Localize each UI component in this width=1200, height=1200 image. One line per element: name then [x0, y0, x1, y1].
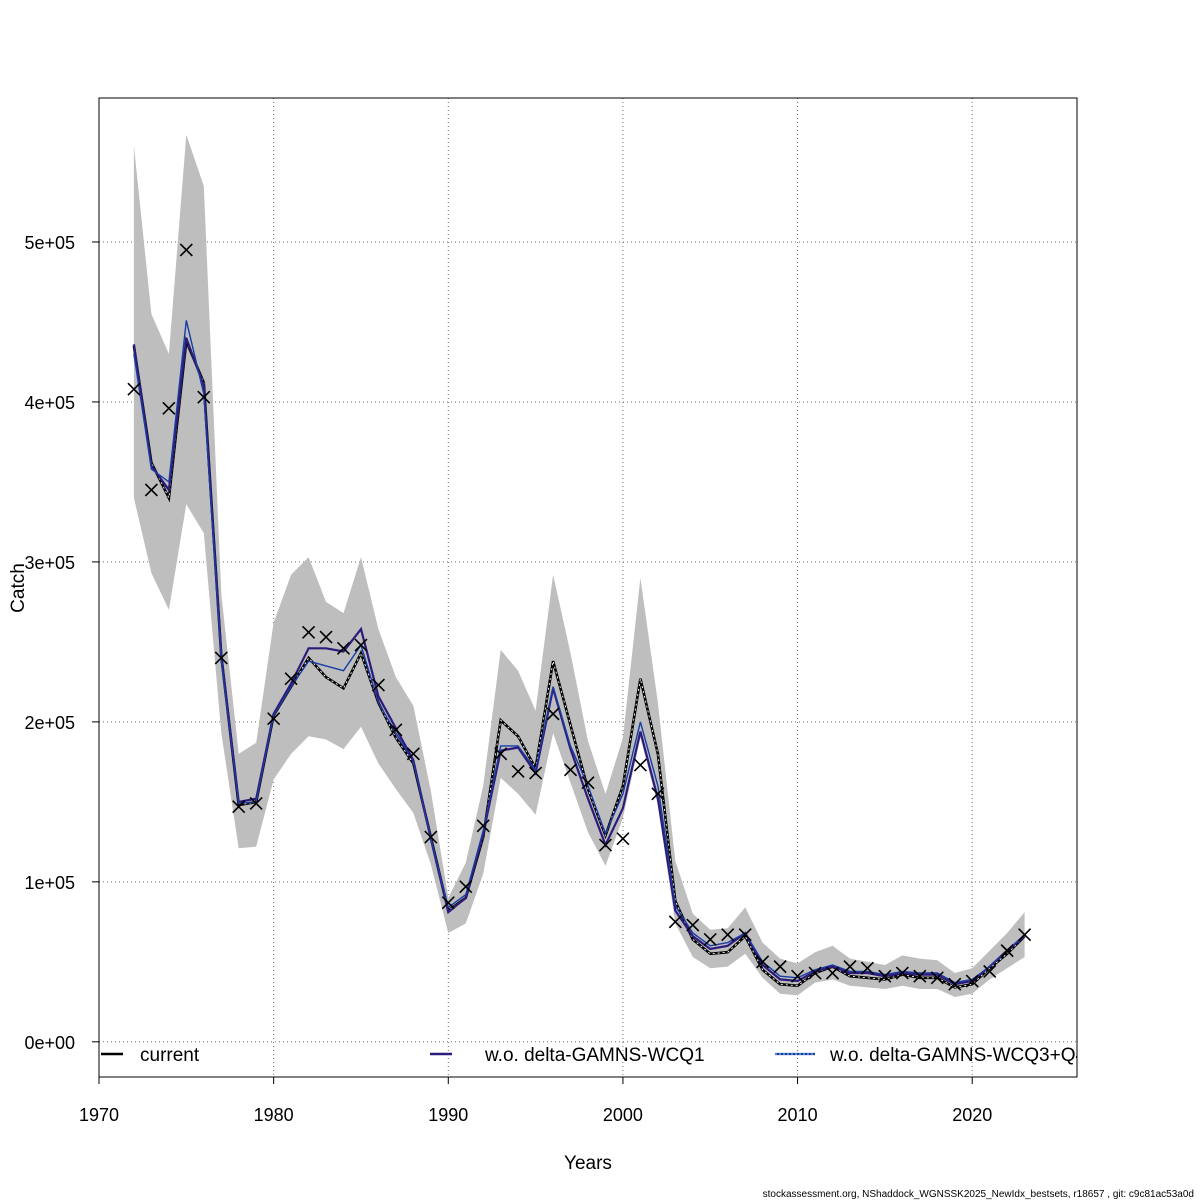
y-tick-label: 4e+05 — [24, 393, 75, 413]
observed-point — [965, 974, 979, 988]
observed-point — [179, 243, 193, 257]
observed-point — [197, 390, 211, 404]
observed-point — [267, 712, 281, 726]
observed-point — [441, 896, 455, 910]
observed-point — [319, 630, 333, 644]
observed-point — [948, 977, 962, 991]
x-tick-label: 1980 — [254, 1105, 294, 1125]
observed-point — [930, 971, 944, 985]
observed-point — [756, 955, 770, 969]
observed-point — [738, 928, 752, 942]
legend-label: w.o. delta-GAMNS-WCQ3+Q4 — [829, 1045, 1086, 1066]
observed-point — [371, 678, 385, 692]
x-tick-label: 2020 — [952, 1105, 992, 1125]
legend-item: w.o. delta-GAMNS-WCQ3+Q4 — [775, 1045, 1086, 1066]
observed-point — [721, 928, 735, 942]
observed-point — [144, 483, 158, 497]
observed-point — [668, 915, 682, 929]
x-tick-label: 2000 — [603, 1105, 643, 1125]
observed-point — [878, 969, 892, 983]
observed-point — [808, 966, 822, 980]
x-tick-label: 2010 — [778, 1105, 818, 1125]
legend-item: current — [101, 1045, 200, 1066]
observed-point — [284, 672, 298, 686]
legend: current w.o. delta-GAMNS-WCQ1 w.o. delta-G… — [101, 1045, 1086, 1066]
observed-point — [895, 966, 909, 980]
observed-point — [459, 880, 473, 894]
observed-point — [598, 838, 613, 852]
series-line-wcq1 — [132, 337, 1026, 986]
observed-point — [1000, 944, 1014, 958]
observed-point — [651, 787, 665, 801]
y-tick-label: 5e+05 — [24, 233, 75, 253]
observed-point — [424, 830, 438, 844]
legend-label: current — [140, 1045, 200, 1066]
confidence-band — [133, 134, 1025, 998]
y-tick-label: 3e+05 — [24, 553, 75, 573]
plot-frame — [98, 97, 1078, 1078]
y-tick-label: 0e+00 — [24, 1033, 75, 1053]
observed-point — [581, 776, 595, 790]
observed-point — [1018, 928, 1032, 942]
observed-point — [773, 960, 787, 974]
observed-point — [162, 401, 176, 415]
x-axis-title: Years — [564, 1153, 612, 1174]
observed-point — [633, 758, 647, 772]
observed-point — [249, 796, 263, 811]
observed-point — [406, 747, 420, 761]
plot-area: current w.o. delta-GAMNS-WCQ1 w.o. delta-G… — [101, 134, 1086, 1066]
observed-point — [616, 832, 630, 846]
observed-point — [302, 625, 316, 639]
observed-point — [511, 764, 525, 779]
grid — [98, 98, 1077, 1077]
x-tick-label: 1970 — [79, 1105, 119, 1125]
series-line-current-dash — [133, 339, 1025, 988]
footer-text: stockassessment.org, NShaddock_WGNSSK202… — [763, 1189, 1194, 1200]
x-tick-label: 1990 — [428, 1105, 468, 1125]
y-axis-title: Catch — [8, 563, 29, 613]
observed-point — [843, 960, 857, 974]
legend-label: w.o. delta-GAMNS-WCQ1 — [484, 1045, 705, 1066]
observed-point — [913, 969, 927, 983]
observed-point — [860, 961, 874, 975]
observed-points — [127, 243, 1032, 991]
y-tick-label: 1e+05 — [24, 873, 75, 893]
observed-point — [336, 641, 351, 655]
observed-point — [494, 747, 508, 761]
observed-point — [825, 966, 840, 980]
legend-item: w.o. delta-GAMNS-WCQ1 — [430, 1045, 705, 1066]
y-tick-label: 2e+05 — [24, 713, 75, 733]
observed-point — [476, 819, 490, 833]
observed-point — [127, 382, 141, 396]
y-axis: 0e+00 1e+05 2e+05 3e+05 4e+05 5e+05 — [24, 233, 99, 1053]
series-lines — [132, 320, 1026, 989]
observed-point — [546, 707, 560, 721]
observed-point — [354, 638, 368, 652]
observed-point — [686, 918, 700, 932]
series-line-wcq3q4 — [133, 320, 1026, 984]
x-axis: 1970 1980 1990 2000 2010 2020 — [79, 1077, 992, 1125]
series-line-current — [132, 336, 1026, 989]
observed-point — [232, 800, 246, 814]
observed-point — [703, 932, 717, 946]
series-line-wcq3q4-light — [133, 320, 1026, 984]
observed-point — [389, 723, 403, 737]
observed-point — [791, 969, 805, 983]
observed-point — [529, 766, 543, 780]
observed-point — [983, 964, 997, 978]
observed-point — [214, 651, 228, 665]
observed-point — [563, 763, 578, 777]
